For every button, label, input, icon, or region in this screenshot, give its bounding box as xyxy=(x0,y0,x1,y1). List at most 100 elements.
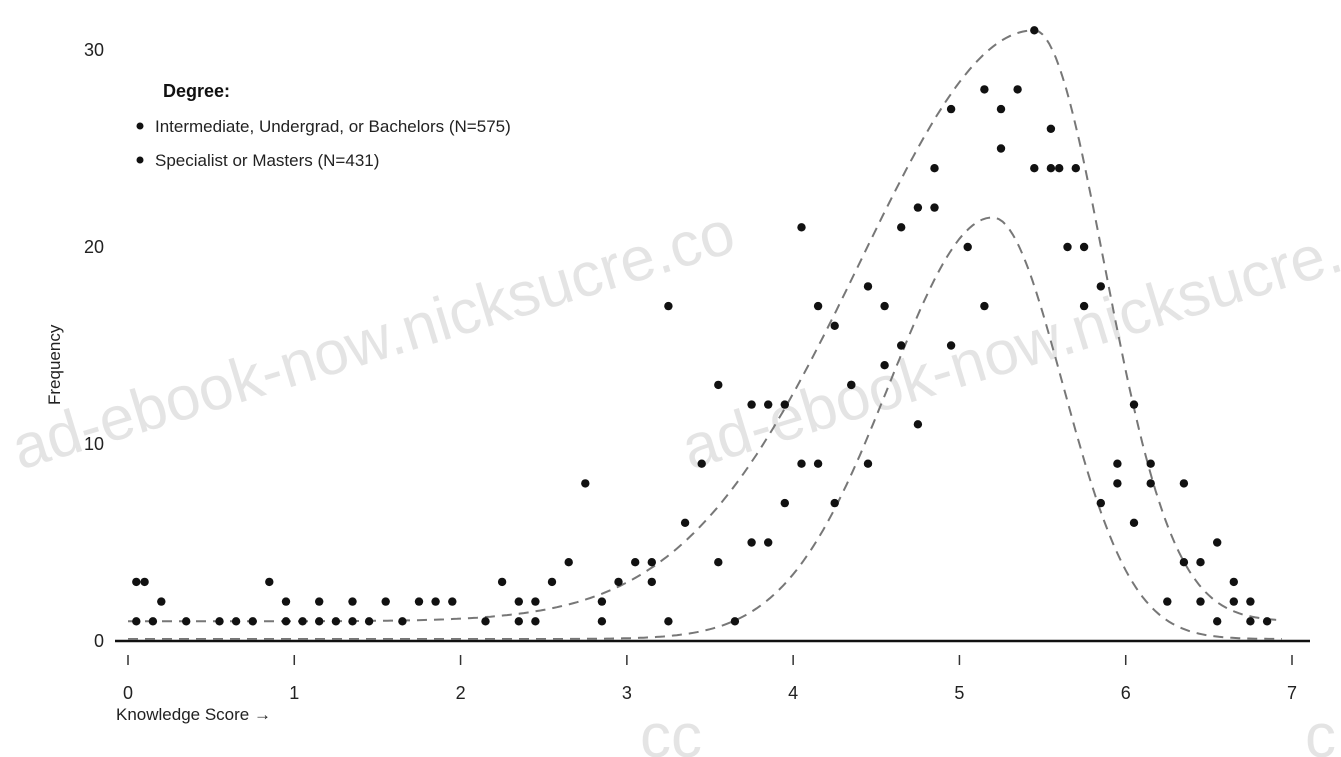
data-point-series-1 xyxy=(132,577,141,587)
data-point-series-1 xyxy=(1030,164,1039,173)
data-point-series-0 xyxy=(497,577,507,587)
data-point-series-1 xyxy=(157,597,166,606)
data-point-series-1 xyxy=(1179,558,1189,567)
data-point-series-1 xyxy=(348,597,357,606)
data-point-series-0 xyxy=(1129,400,1139,409)
data-point-series-1 xyxy=(780,498,789,508)
data-point-series-0 xyxy=(1163,597,1172,606)
data-point-series-0 xyxy=(348,617,357,626)
data-point-series-0 xyxy=(680,518,690,527)
y-tick-label: 10 xyxy=(84,434,104,454)
data-point-series-0 xyxy=(980,85,989,94)
data-point-series-0 xyxy=(531,597,540,606)
watermark-text: c xyxy=(1305,702,1336,757)
data-point-series-0 xyxy=(930,164,939,173)
data-point-series-0 xyxy=(448,597,457,606)
data-point-series-1 xyxy=(880,361,889,370)
data-points xyxy=(132,26,1272,626)
data-point-series-1 xyxy=(514,617,523,626)
x-tick-label: 4 xyxy=(788,683,798,703)
data-point-series-1 xyxy=(830,498,839,508)
data-point-series-0 xyxy=(614,577,623,587)
x-tick-label: 6 xyxy=(1121,683,1131,703)
data-point-series-0 xyxy=(248,617,257,626)
data-point-series-1 xyxy=(930,203,939,212)
data-point-series-1 xyxy=(281,617,291,626)
data-point-series-0 xyxy=(1262,617,1272,626)
data-point-series-0 xyxy=(1055,164,1064,173)
data-point-series-1 xyxy=(647,577,656,587)
data-point-series-1 xyxy=(913,420,923,429)
data-point-series-1 xyxy=(813,301,823,311)
data-point-series-0 xyxy=(631,558,640,567)
legend-marker-bachelors xyxy=(136,122,144,130)
data-point-series-0 xyxy=(880,301,889,311)
data-point-series-0 xyxy=(946,104,956,114)
legend-title: Degree: xyxy=(163,81,230,101)
x-tick-label: 7 xyxy=(1287,683,1297,703)
data-point-series-0 xyxy=(897,223,906,232)
x-tick-label: 2 xyxy=(456,683,466,703)
data-point-series-0 xyxy=(747,400,756,409)
legend-label-bachelors: Intermediate, Undergrad, or Bachelors (N… xyxy=(155,117,511,136)
data-point-series-1 xyxy=(1063,242,1072,252)
data-point-series-1 xyxy=(797,459,806,468)
data-point-series-0 xyxy=(780,400,789,409)
data-point-series-1 xyxy=(1079,301,1089,311)
data-point-series-0 xyxy=(547,577,557,587)
data-point-series-0 xyxy=(664,301,673,311)
data-point-series-1 xyxy=(963,242,972,252)
data-point-series-0 xyxy=(647,558,656,567)
data-point-series-0 xyxy=(231,617,241,626)
data-point-series-0 xyxy=(215,617,224,626)
data-point-series-0 xyxy=(1079,242,1089,252)
data-point-series-1 xyxy=(714,558,723,567)
data-point-series-1 xyxy=(764,538,773,547)
data-point-series-1 xyxy=(1096,498,1106,508)
data-point-series-0 xyxy=(797,223,806,232)
data-point-series-1 xyxy=(1196,597,1205,606)
data-point-series-0 xyxy=(298,617,307,626)
data-point-series-1 xyxy=(664,617,673,626)
data-point-series-1 xyxy=(1046,164,1056,173)
data-point-series-0 xyxy=(398,617,407,626)
data-point-series-0 xyxy=(481,617,490,626)
data-point-series-1 xyxy=(730,617,740,626)
data-point-series-0 xyxy=(132,617,141,626)
data-point-series-0 xyxy=(1071,164,1081,173)
x-tick-label: 1 xyxy=(289,683,299,703)
legend: Degree: Intermediate, Undergrad, or Bach… xyxy=(136,81,511,170)
data-point-series-1 xyxy=(847,380,856,390)
data-point-series-1 xyxy=(140,577,149,587)
x-axis-label: Knowledge Score → xyxy=(116,705,271,724)
data-point-series-0 xyxy=(1179,479,1189,488)
data-point-series-1 xyxy=(597,597,607,606)
legend-marker-masters xyxy=(136,156,144,164)
data-point-series-0 xyxy=(431,597,440,606)
y-tick-label: 0 xyxy=(94,631,104,651)
data-point-series-0 xyxy=(581,479,590,488)
data-point-series-1 xyxy=(1246,617,1255,626)
data-point-series-1 xyxy=(1113,479,1122,488)
data-point-series-1 xyxy=(364,617,374,626)
data-point-series-0 xyxy=(830,321,839,330)
data-point-series-1 xyxy=(996,144,1006,153)
data-point-series-0 xyxy=(1146,459,1155,468)
data-point-series-1 xyxy=(1213,617,1222,626)
data-point-series-1 xyxy=(980,301,989,311)
legend-label-masters: Specialist or Masters (N=431) xyxy=(155,151,379,170)
data-point-series-0 xyxy=(564,558,573,567)
data-point-series-0 xyxy=(813,459,823,468)
data-point-series-0 xyxy=(281,597,291,606)
data-point-series-0 xyxy=(1013,85,1022,94)
data-point-series-0 xyxy=(315,617,324,626)
data-point-series-0 xyxy=(381,597,390,606)
data-point-series-0 xyxy=(1196,558,1205,567)
x-tick-label: 3 xyxy=(622,683,632,703)
axes: 0 1 2 3 4 5 6 7 0 10 20 30 xyxy=(84,40,1310,703)
y-tick-label: 20 xyxy=(84,237,104,257)
data-point-series-0 xyxy=(996,104,1006,114)
data-point-series-0 xyxy=(913,203,923,212)
data-point-series-1 xyxy=(531,617,540,626)
